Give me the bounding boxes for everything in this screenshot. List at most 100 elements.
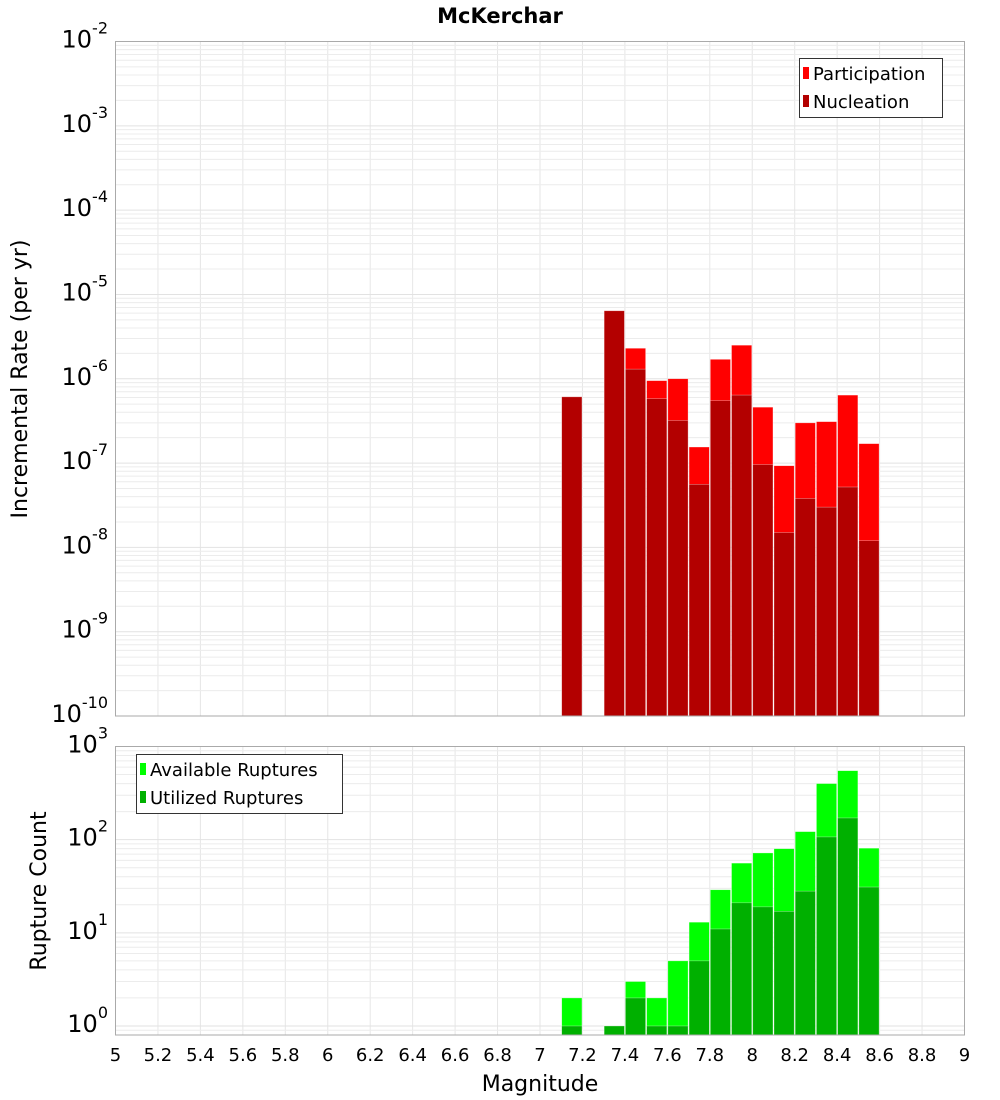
- y-tick-exponent: -2: [92, 19, 108, 38]
- utilized-ruptures-bar: [837, 817, 859, 1036]
- nucleation-bar: [709, 400, 731, 717]
- x-tick-label: 6.8: [483, 1045, 512, 1066]
- nucleation-bar: [688, 483, 710, 717]
- y-tick-exponent: -10: [82, 693, 108, 712]
- utilized-ruptures-bar: [816, 836, 837, 1036]
- top-gridlines: [115, 41, 965, 717]
- x-tick-label: 6: [322, 1045, 333, 1066]
- nucleation-bar: [773, 532, 795, 717]
- nucleation-bar: [625, 368, 646, 717]
- y-tick-base: 10: [62, 26, 93, 54]
- x-tick-label: 6.6: [441, 1045, 470, 1066]
- utilized-ruptures-bar: [561, 1025, 583, 1036]
- y-tick-label: 10-4: [62, 187, 109, 222]
- y-tick-label: 101: [67, 910, 108, 945]
- x-tick-label: 7.6: [653, 1045, 682, 1066]
- x-ticks: 5 5.2 5.4 5.6 5.8 6 6.2 6.4 6.6 6.8 7 7.2 7.4 7.6 7.8 8…: [110, 1045, 970, 1066]
- chart-title: McKerchar: [437, 4, 563, 28]
- legend-label-utilized: Utilized Ruptures: [150, 788, 303, 809]
- utilized-ruptures-bar: [603, 1025, 625, 1036]
- y-tick-exponent: -8: [92, 524, 108, 543]
- top-plot-border: [115, 41, 965, 717]
- utilized-ruptures-bar: [709, 928, 731, 1036]
- y-tick-label: 10-7: [62, 440, 109, 475]
- available-ruptures-bar: [667, 960, 689, 1036]
- x-tick-label: 6.2: [356, 1045, 385, 1066]
- y-tick-label: 102: [67, 817, 108, 852]
- nucleation-bar: [752, 464, 774, 717]
- y-tick-base: 10: [67, 731, 98, 759]
- x-tick-label: 8.6: [865, 1045, 894, 1066]
- legend-label-available: Available Ruptures: [150, 760, 318, 781]
- legend-label-participation: Participation: [813, 64, 925, 85]
- x-tick-label: 8.4: [823, 1045, 852, 1066]
- x-tick-label: 5.2: [144, 1045, 173, 1066]
- nucleation-bar: [731, 394, 753, 717]
- nucleation-bar: [603, 310, 625, 717]
- top-bars: [561, 310, 880, 717]
- y-tick-exponent: 3: [98, 724, 108, 743]
- x-axis-label: Magnitude: [482, 1072, 599, 1097]
- x-tick-label: 5: [110, 1045, 121, 1066]
- x-tick-label: 7.2: [568, 1045, 597, 1066]
- nucleation-bar: [646, 398, 668, 717]
- utilized-ruptures-bar: [752, 906, 774, 1036]
- nucleation-bar: [858, 540, 880, 717]
- x-tick-label: 7.8: [695, 1045, 724, 1066]
- y-tick-label: 10-6: [62, 356, 109, 391]
- nucleation-bar: [837, 486, 859, 717]
- y-tick-exponent: -3: [92, 103, 108, 122]
- y-tick-label: 10-5: [62, 271, 109, 306]
- y-tick-base: 10: [62, 278, 93, 306]
- y-tick-exponent: -9: [92, 609, 108, 628]
- x-tick-label: 8: [747, 1045, 758, 1066]
- y-tick-base: 10: [62, 110, 93, 138]
- utilized-ruptures-bar: [625, 997, 646, 1036]
- bottom-bars: [561, 770, 880, 1036]
- x-tick-label: 8.8: [908, 1045, 937, 1066]
- x-tick-label: 5.4: [186, 1045, 215, 1066]
- legend-swatch-utilized: [140, 791, 146, 803]
- legend-swatch-available: [140, 763, 146, 775]
- bottom-legend: Available Ruptures Utilized Ruptures: [136, 754, 343, 814]
- x-tick-label: 5.6: [229, 1045, 258, 1066]
- y-tick-label: 10-2: [62, 19, 109, 54]
- nucleation-bar: [561, 396, 583, 717]
- y-tick-label: 10-9: [62, 609, 109, 644]
- nucleation-bar: [667, 420, 689, 717]
- utilized-ruptures-bar: [731, 902, 753, 1036]
- utilized-ruptures-bar: [667, 1025, 689, 1036]
- y-tick-exponent: -5: [92, 271, 108, 290]
- y-tick-base: 10: [67, 1010, 98, 1038]
- y-tick-label: 103: [67, 724, 108, 759]
- utilized-ruptures-bar: [858, 886, 880, 1036]
- utilized-ruptures-bar: [646, 1025, 668, 1036]
- x-tick-label: 7.4: [611, 1045, 640, 1066]
- y-tick-label: 10-3: [62, 103, 109, 138]
- y-tick-base: 10: [51, 700, 82, 728]
- x-tick-label: 8.2: [780, 1045, 809, 1066]
- y-tick-base: 10: [62, 194, 93, 222]
- x-tick-label: 9: [959, 1045, 970, 1066]
- utilized-ruptures-bar: [794, 890, 816, 1036]
- legend-swatch-participation: [803, 67, 809, 79]
- x-tick-label: 6.4: [398, 1045, 427, 1066]
- y-tick-base: 10: [67, 917, 98, 945]
- y-tick-base: 10: [62, 531, 93, 559]
- y-tick-base: 10: [67, 824, 98, 852]
- y-tick-label: 100: [67, 1003, 108, 1038]
- y-tick-exponent: 2: [98, 817, 108, 836]
- bottom-plot-border: [115, 746, 965, 1036]
- legend-label-nucleation: Nucleation: [813, 92, 909, 113]
- bottom-y-axis-label: Rupture Count: [27, 811, 52, 971]
- x-tick-label: 5.8: [271, 1045, 300, 1066]
- y-tick-label: 10-10: [51, 693, 108, 728]
- y-tick-exponent: -4: [92, 187, 108, 206]
- top-y-ticks: 10-210-310-410-510-610-710-810-910-10: [51, 19, 108, 729]
- legend-swatch-nucleation: [803, 95, 809, 107]
- x-tick-label: 7: [534, 1045, 545, 1066]
- utilized-ruptures-bar: [688, 960, 710, 1036]
- y-tick-base: 10: [62, 616, 93, 644]
